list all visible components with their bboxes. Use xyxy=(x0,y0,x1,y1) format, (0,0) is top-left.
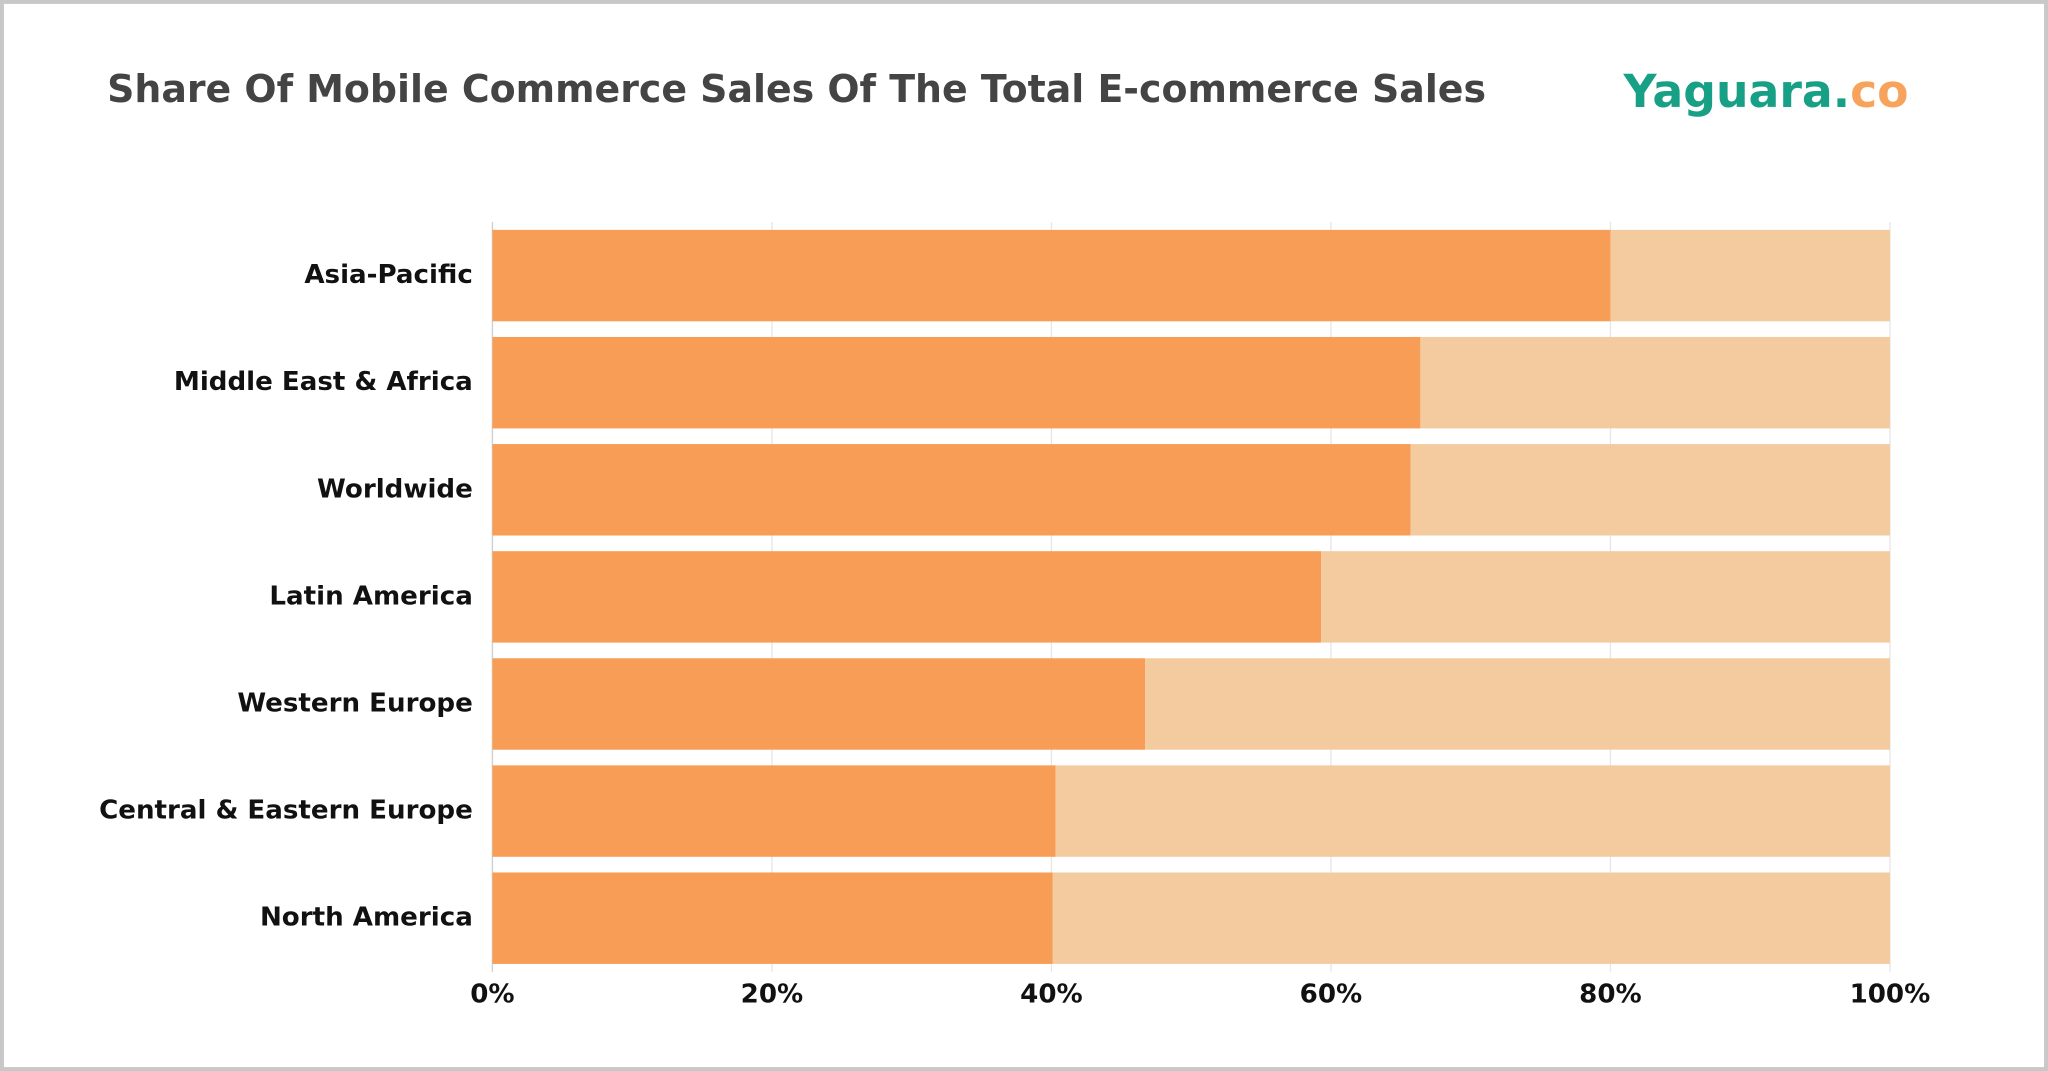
y-tick-label: Central & Eastern Europe xyxy=(99,796,473,826)
bar-segment xyxy=(492,765,1056,857)
x-tick-label: 0% xyxy=(470,980,514,1010)
bar-segment xyxy=(1145,658,1890,750)
logo-suffix: co xyxy=(1850,65,1909,118)
y-tick-label: Latin America xyxy=(269,581,472,611)
bar-segment xyxy=(1410,444,1890,536)
y-tick-label: North America xyxy=(260,903,473,933)
x-tick-label: 60% xyxy=(1300,980,1363,1010)
bar-segment xyxy=(492,551,1322,643)
bar-segment xyxy=(1610,229,1890,322)
bar-segment xyxy=(492,444,1411,536)
y-tick-label: Middle East & Africa xyxy=(174,367,473,397)
bar-segment xyxy=(1055,765,1890,857)
bar-segment xyxy=(1420,336,1890,429)
bar-segment xyxy=(492,872,1053,964)
y-tick-label: Asia-Pacific xyxy=(304,260,472,290)
bar-segment xyxy=(492,336,1421,429)
x-tick-label: 100% xyxy=(1850,980,1931,1010)
x-tick-label: 80% xyxy=(1579,980,1642,1010)
bar-segment xyxy=(492,229,1611,322)
x-tick-label: 40% xyxy=(1020,980,1083,1010)
x-tick-label: 20% xyxy=(741,980,804,1010)
y-tick-label: Western Europe xyxy=(237,688,473,718)
bar-segment xyxy=(1321,551,1890,643)
logo-name: Yaguara. xyxy=(1622,65,1850,118)
logo: Yaguara.co xyxy=(1622,65,1908,118)
chart-title: Share Of Mobile Commerce Sales Of The To… xyxy=(107,67,1486,111)
bar-segment xyxy=(1052,872,1890,964)
bar-segment xyxy=(492,658,1146,750)
y-tick-label: Worldwide xyxy=(317,474,473,504)
plot: 0% 20% 40% 60% 80% 100% Asia-Pacific Middle Eas… xyxy=(99,222,1930,1010)
